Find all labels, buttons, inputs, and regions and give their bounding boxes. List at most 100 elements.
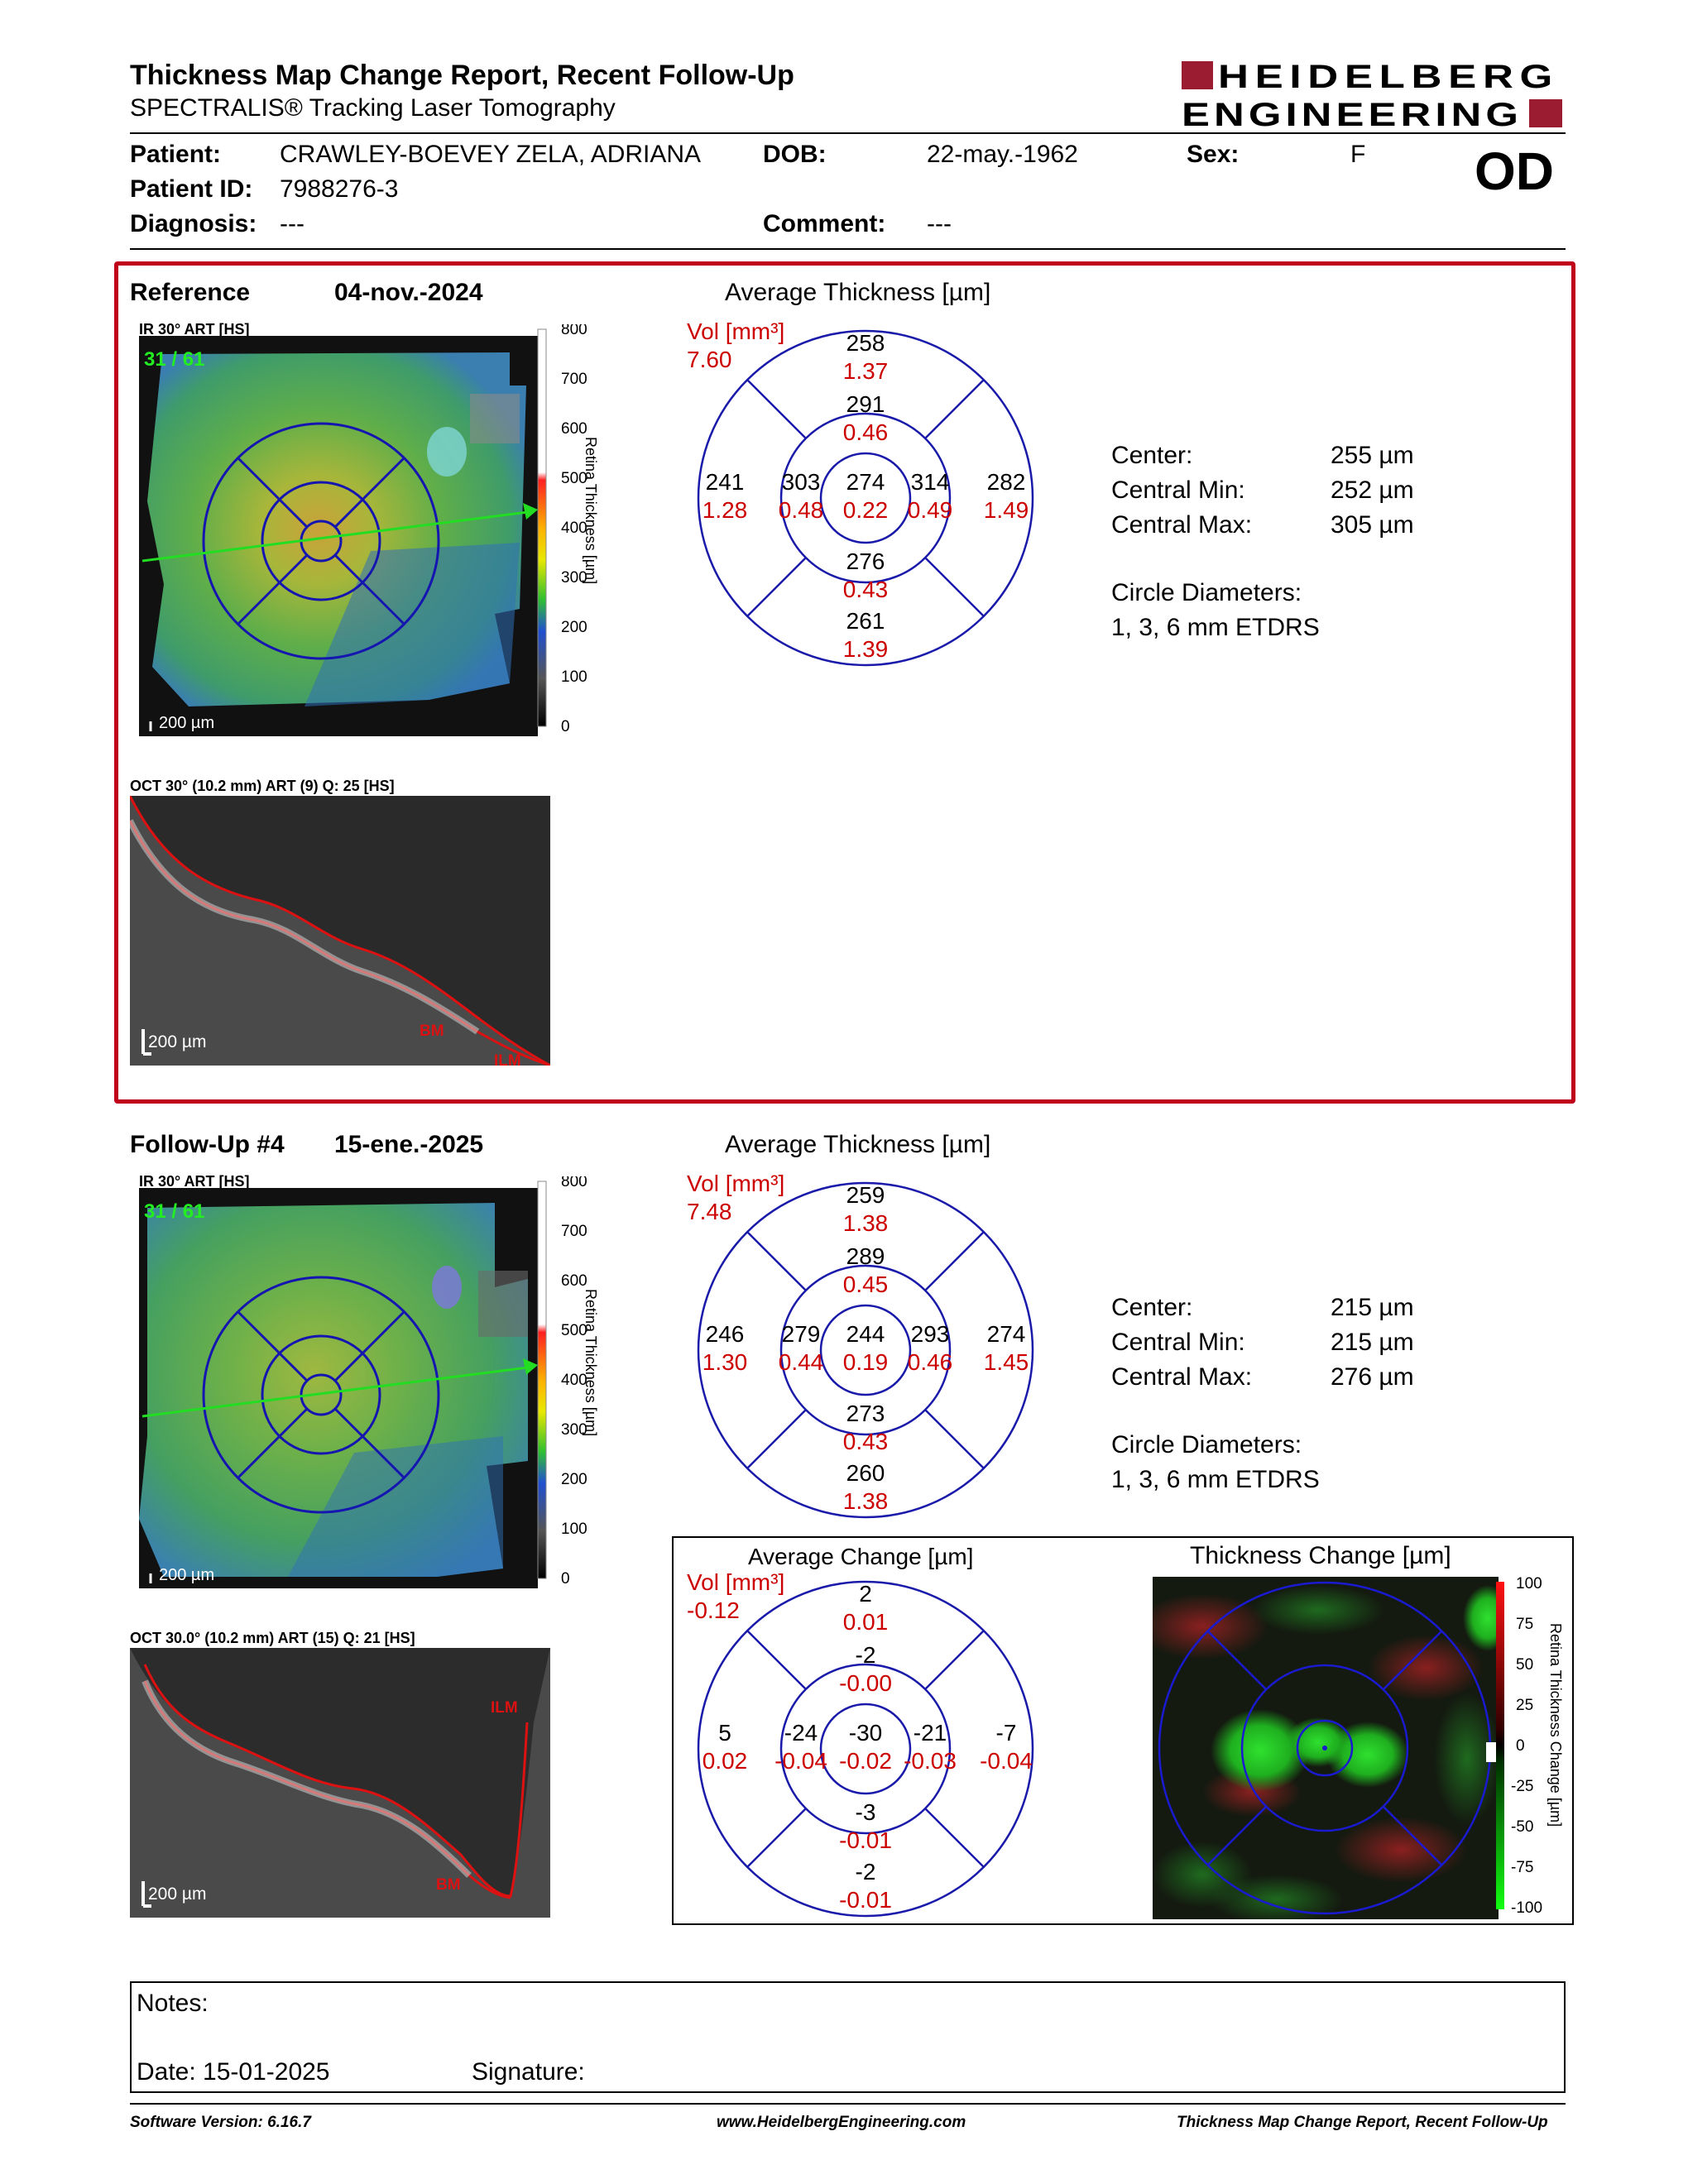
- svg-text:800: 800: [561, 1176, 587, 1190]
- followup-colorbar: 800 700 600 500 400 300 200 100 0 Retina…: [537, 1176, 599, 1588]
- change-inner-temp-volume: -0.04: [774, 1748, 827, 1774]
- svg-text:400: 400: [561, 520, 587, 537]
- change-outer-temp-thickness: 5: [718, 1720, 731, 1746]
- change-outer-sup-thickness: 2: [859, 1581, 872, 1607]
- followup-label: Follow-Up #4: [130, 1131, 285, 1158]
- svg-text:50: 50: [1516, 1656, 1533, 1674]
- followup-date: 15-ene.-2025: [334, 1131, 484, 1158]
- followup-inner-sup-volume: 0.45: [843, 1272, 889, 1297]
- change-inner-sup-thickness: -2: [856, 1642, 876, 1668]
- svg-text:-75: -75: [1511, 1859, 1533, 1876]
- reference-oct-scale: 200 µm: [148, 1032, 206, 1051]
- change-avg-title: Average Change [µm]: [748, 1544, 974, 1569]
- reference-center-thickness: 274: [846, 469, 885, 495]
- followup-outer-sup-volume: 1.38: [843, 1210, 889, 1236]
- notes-box[interactable]: [130, 1981, 1566, 2093]
- change-etdrs-grid: Vol [mm³] -0.12 2 0.01 -2 -0.00 -30 -0.0…: [687, 1570, 1034, 1918]
- change-inner-inf-thickness: -3: [856, 1799, 876, 1825]
- thickness-change-map: [1153, 1577, 1499, 1919]
- change-colorbar: 100 75 50 25 0 -25 -50 -75 -100 Retina T…: [1496, 1575, 1564, 1917]
- svg-text:300: 300: [561, 569, 587, 587]
- svg-text:800: 800: [561, 324, 587, 338]
- followup-oct-bm-label: BM: [436, 1876, 461, 1894]
- followup-central-max-label: Central Max:: [1111, 1363, 1253, 1391]
- reference-scale-label: 200 µm: [159, 714, 214, 732]
- change-inner-sup-volume: -0.00: [839, 1670, 892, 1696]
- reference-inner-sup-volume: 0.46: [843, 419, 889, 445]
- reference-colorbar-title: Retina Thickness [µm]: [583, 437, 599, 584]
- change-vol-value: -0.12: [687, 1597, 740, 1623]
- followup-inner-temp-volume: 0.44: [779, 1349, 824, 1375]
- svg-text:0: 0: [561, 1570, 570, 1588]
- report-subtitle: SPECTRALIS® Tracking Laser Tomography: [130, 94, 616, 122]
- reference-central-max-value: 305 µm: [1331, 511, 1414, 539]
- footer-software-version: Software Version: 6.16.7: [130, 2114, 311, 2131]
- followup-outer-sup-thickness: 259: [846, 1182, 885, 1208]
- patient-name: CRAWLEY-BOEVEY ZELA, ADRIANA: [280, 141, 702, 168]
- patient-id-label: Patient ID:: [130, 175, 253, 203]
- reference-outer-temp-volume: 1.28: [703, 497, 748, 523]
- svg-text:200: 200: [561, 619, 587, 636]
- reference-inner-temp-volume: 0.48: [779, 497, 824, 523]
- reference-outer-sup-volume: 1.37: [843, 358, 889, 384]
- header-divider: [130, 132, 1566, 134]
- svg-text:300: 300: [561, 1421, 587, 1439]
- reference-frame-counter: 31 / 61: [144, 348, 204, 371]
- svg-text:-25: -25: [1511, 1778, 1533, 1795]
- diagnosis-label: Diagnosis:: [130, 210, 257, 237]
- svg-text:100: 100: [561, 1521, 587, 1538]
- change-center-volume: -0.02: [839, 1748, 892, 1774]
- reference-outer-nasal-thickness: 282: [987, 469, 1026, 495]
- followup-inner-temp-thickness: 279: [782, 1321, 821, 1347]
- followup-central-min-label: Central Min:: [1111, 1329, 1245, 1356]
- change-inner-nasal-thickness: -21: [914, 1720, 947, 1746]
- reference-etdrs-grid: Vol [mm³] 7.60 258 1.37 291 0.46 274 0.2…: [687, 319, 1034, 667]
- reference-center-label: Center:: [1111, 442, 1193, 469]
- change-outer-nasal-thickness: -7: [996, 1720, 1017, 1746]
- followup-outer-nasal-thickness: 274: [987, 1321, 1026, 1347]
- svg-text:600: 600: [561, 420, 587, 438]
- dob-value: 22-may.-1962: [927, 141, 1078, 168]
- reference-date: 04-nov.-2024: [334, 279, 483, 306]
- comment-label: Comment:: [763, 210, 886, 237]
- reference-central-min-label: Central Min:: [1111, 477, 1245, 504]
- svg-text:25: 25: [1516, 1697, 1533, 1714]
- change-outer-inf-volume: -0.01: [839, 1887, 892, 1913]
- followup-inner-sup-thickness: 289: [846, 1243, 885, 1269]
- reference-outer-inf-volume: 1.39: [843, 636, 889, 662]
- heidelberg-logo: HEIDELBERG ENGINEERING: [1182, 59, 1562, 131]
- patient-divider: [130, 248, 1566, 250]
- reference-diameters-value: 1, 3, 6 mm ETDRS: [1111, 614, 1320, 641]
- footer-report-name: Thickness Map Change Report, Recent Foll…: [1177, 2114, 1548, 2131]
- svg-text:100: 100: [561, 668, 587, 686]
- followup-vol-label: Vol [mm³]: [687, 1171, 784, 1196]
- change-center-thickness: -30: [849, 1720, 882, 1746]
- followup-oct-ilm-label: ILM: [491, 1699, 518, 1717]
- followup-etdrs-grid: Vol [mm³] 7.48 259 1.38 289 0.45 244 0.1…: [687, 1171, 1034, 1519]
- change-outer-sup-volume: 0.01: [843, 1609, 889, 1635]
- followup-outer-inf-volume: 1.38: [843, 1488, 889, 1514]
- followup-avg-title: Average Thickness [µm]: [725, 1131, 991, 1158]
- change-inner-inf-volume: -0.01: [839, 1827, 892, 1853]
- reference-vol-value: 7.60: [687, 347, 732, 372]
- dob-label: DOB:: [763, 141, 827, 168]
- change-vol-label: Vol [mm³]: [687, 1570, 784, 1595]
- reference-inner-inf-thickness: 276: [846, 548, 885, 574]
- reference-oct-ilm-label: ILM: [494, 1052, 521, 1066]
- followup-center-volume: 0.19: [843, 1349, 889, 1375]
- followup-oct-bscan: 200 µm ILM BM: [130, 1648, 550, 1918]
- footer-divider: [130, 2103, 1566, 2105]
- reference-label: Reference: [130, 279, 251, 306]
- footer-website[interactable]: www.HeidelbergEngineering.com: [717, 2114, 966, 2131]
- svg-text:75: 75: [1516, 1616, 1533, 1633]
- reference-oct-bm-label: BM: [420, 1023, 444, 1040]
- eye-indicator: OD: [1475, 141, 1554, 201]
- reference-avg-title: Average Thickness [µm]: [725, 279, 991, 306]
- reference-ir-thickness-map: 31 / 61 200 µm: [139, 336, 538, 736]
- reference-central-max-label: Central Max:: [1111, 511, 1253, 539]
- reference-inner-temp-thickness: 303: [782, 469, 821, 495]
- followup-inner-inf-volume: 0.43: [843, 1429, 889, 1454]
- followup-outer-nasal-volume: 1.45: [984, 1349, 1029, 1375]
- reference-inner-inf-volume: 0.43: [843, 577, 889, 602]
- comment-value: ---: [927, 210, 952, 237]
